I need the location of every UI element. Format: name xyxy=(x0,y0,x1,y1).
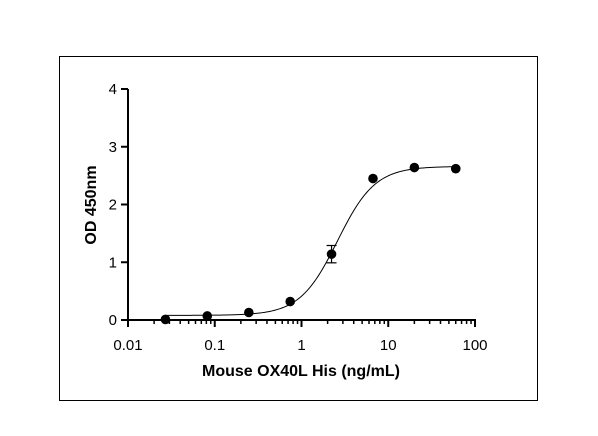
x-tick-label: 0.1 xyxy=(204,337,225,354)
axes xyxy=(127,89,476,321)
x-tick-label: 10 xyxy=(380,337,397,354)
y-tick-label: 1 xyxy=(109,254,117,271)
x-tick-label: 1 xyxy=(297,337,305,354)
y-tick-label: 2 xyxy=(109,197,117,214)
data-points xyxy=(160,162,461,325)
y-ticks: 0 1 2 3 4 xyxy=(109,81,128,329)
data-point xyxy=(326,249,337,259)
data-point xyxy=(450,163,461,174)
x-tick-label: 0.01 xyxy=(113,337,142,354)
y-tick-label: 0 xyxy=(109,312,117,329)
y-axis-title: OD 450nm xyxy=(83,165,100,244)
data-point xyxy=(409,162,420,173)
data-point xyxy=(285,296,296,307)
y-tick-label: 3 xyxy=(109,139,117,156)
data-point xyxy=(368,173,378,184)
data-point xyxy=(244,307,254,318)
y-tick-label: 4 xyxy=(109,81,117,98)
x-axis-title: Mouse OX40L His (ng/mL) xyxy=(202,363,400,380)
x-tick-label: 100 xyxy=(462,337,487,354)
data-point xyxy=(202,311,213,321)
x-ticks: 0.01 0.1 1 10 100 xyxy=(113,320,488,354)
chart-frame xyxy=(59,56,538,401)
fit-curve xyxy=(165,166,456,316)
data-point xyxy=(160,314,171,325)
